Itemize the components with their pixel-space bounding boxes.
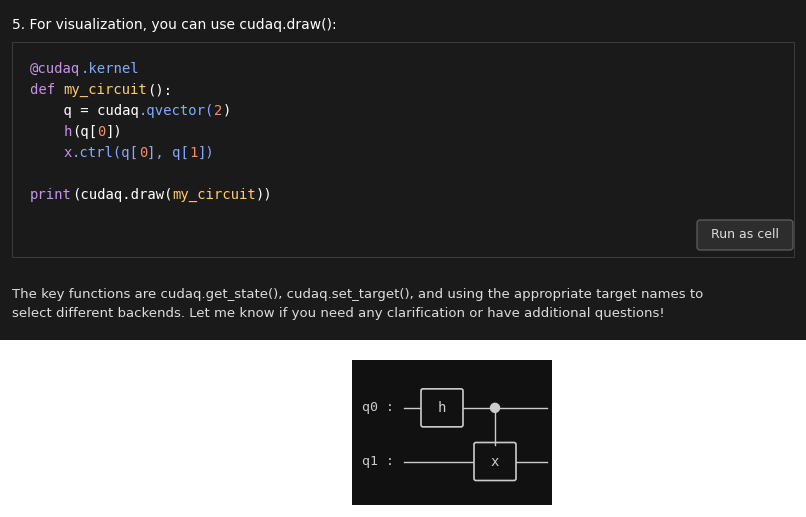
Text: 0: 0 [139, 146, 147, 160]
Text: h: h [64, 125, 72, 139]
Text: The key functions are cudaq.get_state(), cudaq.set_target(), and using the appro: The key functions are cudaq.get_state(),… [12, 288, 704, 301]
Bar [12, 42, 794, 257]
FancyBboxPatch shape [421, 389, 463, 427]
Text: ): ) [222, 104, 231, 118]
Text: 2: 2 [214, 104, 222, 118]
Text: @cudaq: @cudaq [30, 62, 81, 76]
Text: my_circuit: my_circuit [64, 83, 147, 97]
Text: ], q[: ], q[ [147, 146, 189, 160]
Text: def: def [30, 83, 64, 97]
Bar [0, 0, 806, 340]
Text: ]): ]) [106, 125, 123, 139]
Text: Run as cell: Run as cell [711, 229, 779, 241]
Text: q = cudaq: q = cudaq [30, 104, 139, 118]
Text: ():: (): [147, 83, 172, 97]
Text: print: print [30, 188, 72, 202]
Text: 5. For visualization, you can use cudaq.draw():: 5. For visualization, you can use cudaq.… [12, 18, 337, 32]
Text: q1 :: q1 : [362, 455, 394, 468]
Text: q0 :: q0 : [362, 401, 394, 414]
Text: (cudaq.draw(: (cudaq.draw( [72, 188, 172, 202]
Text: ]): ]) [197, 146, 214, 160]
Text: 0: 0 [97, 125, 106, 139]
Bar [352, 360, 552, 505]
Text: x: x [64, 146, 72, 160]
Text: h: h [438, 401, 447, 415]
Text: 1: 1 [189, 146, 197, 160]
Text: .ctrl(q[: .ctrl(q[ [72, 146, 139, 160]
Text: x: x [491, 454, 499, 468]
Text: )): )) [256, 188, 273, 202]
FancyBboxPatch shape [697, 220, 793, 250]
FancyBboxPatch shape [474, 443, 516, 480]
Text: (q[: (q[ [72, 125, 97, 139]
Text: my_circuit: my_circuit [172, 188, 256, 202]
Text: .qvector(: .qvector( [139, 104, 214, 118]
Text: .kernel: .kernel [81, 62, 139, 76]
Text: select different backends. Let me know if you need any clarification or have add: select different backends. Let me know i… [12, 307, 665, 320]
Circle shape [491, 403, 500, 413]
